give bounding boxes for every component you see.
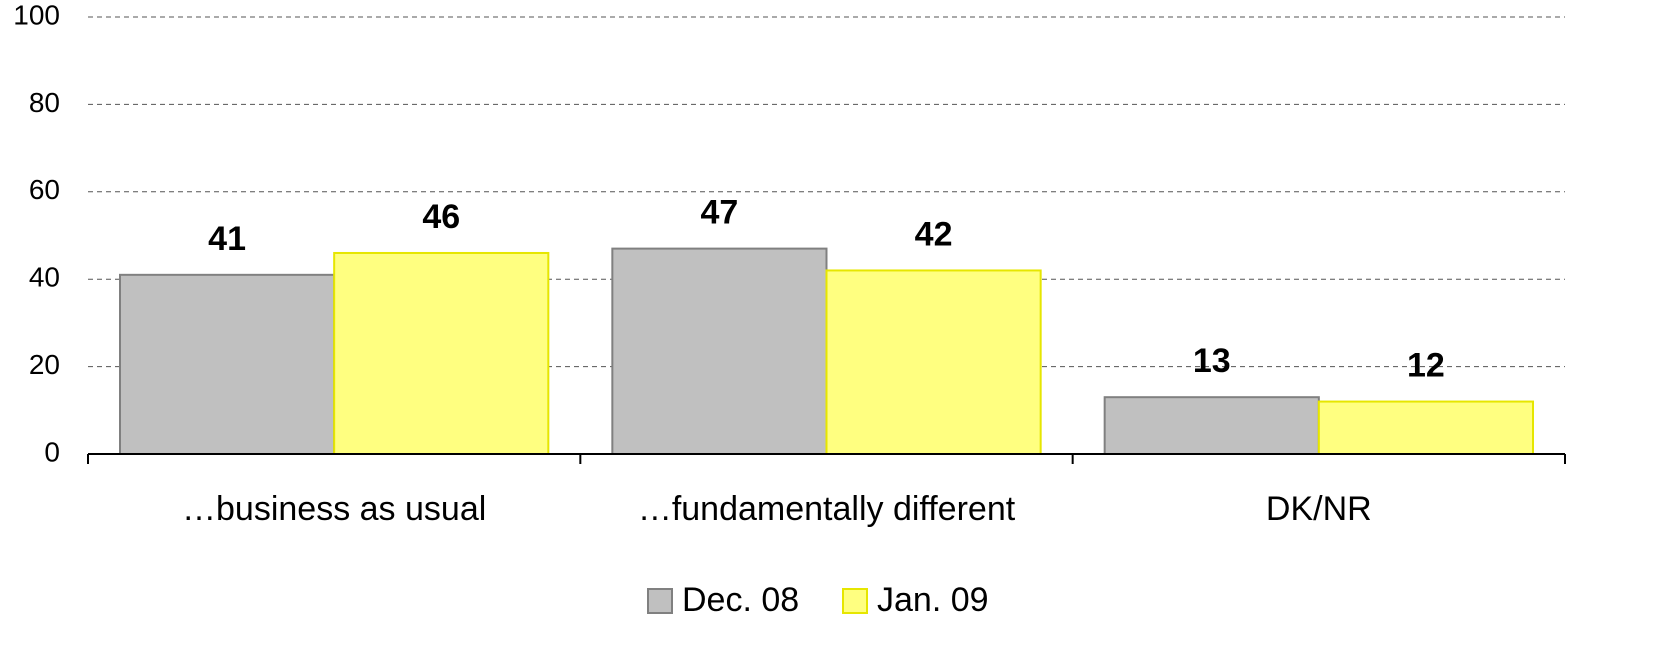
bar [119,273,336,455]
data-label: 12 [1407,347,1445,385]
y-tick-label: 0 [44,436,60,467]
x-tick-label: DK/NR [1266,490,1372,528]
bar [1317,400,1534,455]
bar [825,269,1042,455]
x-tick-label: …business as usual [182,490,486,528]
data-label: 42 [915,215,953,253]
data-label: 47 [701,194,739,232]
legend-label: Jan. 09 [877,581,989,619]
bar [1103,396,1320,456]
legend-swatch [647,588,673,614]
y-tick-label: 40 [29,262,60,293]
data-label: 41 [208,220,246,258]
legend-label: Dec. 08 [682,581,799,619]
data-label: 13 [1193,342,1231,380]
bar [333,251,550,455]
bar [611,247,828,455]
y-tick-label: 80 [29,87,60,118]
y-tick-label: 100 [13,0,60,30]
y-tick-label: 20 [29,349,60,380]
legend-swatch [842,588,868,614]
y-tick-label: 60 [29,174,60,205]
x-tick-label: …fundamentally different [638,490,1016,528]
data-label: 46 [422,198,460,236]
